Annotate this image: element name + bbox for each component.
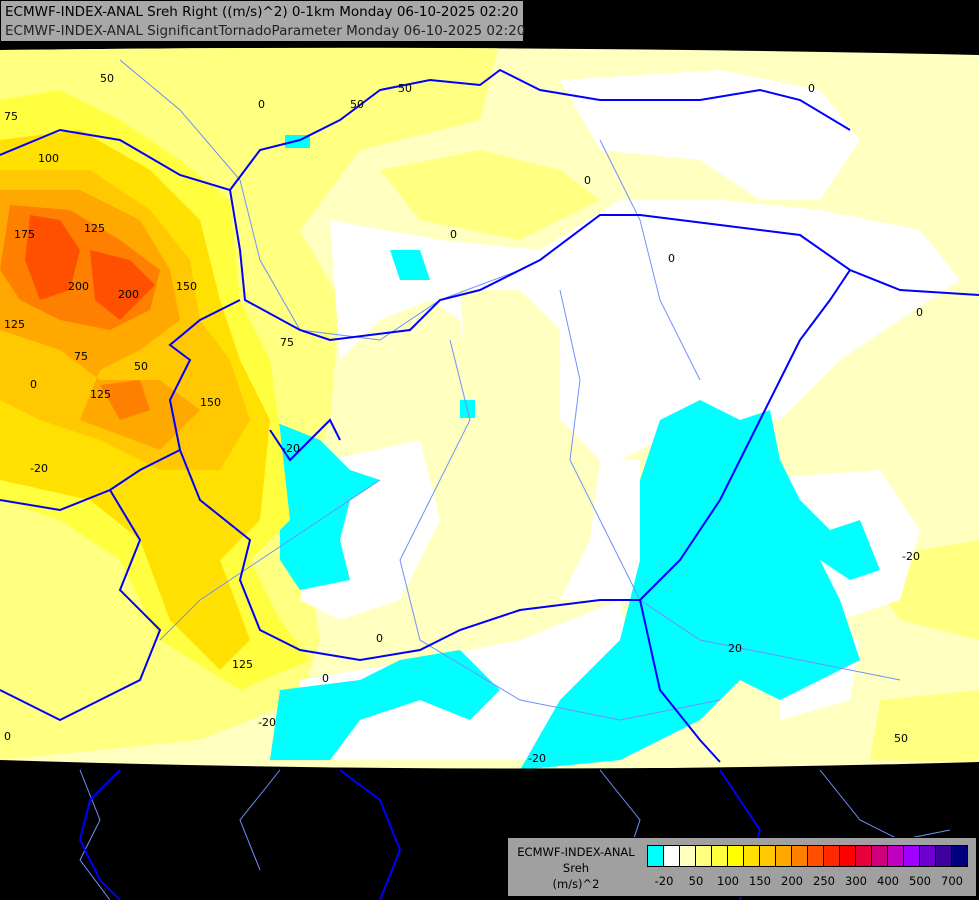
- contour-label: 100: [38, 152, 59, 165]
- legend-tick-label: 400: [877, 874, 899, 888]
- legend-colorbar: [647, 845, 968, 867]
- contour-label: 75: [280, 336, 294, 349]
- contour-label: 200: [118, 288, 139, 301]
- contour-label: 150: [176, 280, 197, 293]
- contour-label: 0: [376, 632, 383, 645]
- color-legend: ECMWF-INDEX-ANAL Sreh (m/s)^2 -20 50 100 15…: [507, 837, 977, 897]
- legend-swatch: [856, 846, 872, 866]
- contour-label: -20: [282, 442, 300, 455]
- contour-labels: 50 50 50 0 75 100 125 175 200 200 150 12…: [4, 72, 923, 765]
- legend-tick-label: -20: [654, 874, 674, 888]
- contour-label: 125: [4, 318, 25, 331]
- legend-swatch: [648, 846, 664, 866]
- legend-swatch: [936, 846, 952, 866]
- legend-variable: Sreh: [562, 861, 590, 875]
- legend-tick-label: 100: [717, 874, 739, 888]
- legend-swatch: [728, 846, 744, 866]
- legend-swatch: [840, 846, 856, 866]
- legend-tick-label: 150: [749, 874, 771, 888]
- contour-label: 0: [808, 82, 815, 95]
- contour-label: 0: [322, 672, 329, 685]
- data-domain: 50 50 50 0 75 100 125 175 200 200 150 12…: [0, 47, 979, 769]
- contour-label: 50: [894, 732, 908, 745]
- contour-label: 50: [350, 98, 364, 111]
- field-fill-20: [440, 290, 600, 600]
- legend-tick-label: 200: [781, 874, 803, 888]
- contour-label: -20: [258, 716, 276, 729]
- contour-label: 20: [728, 642, 742, 655]
- legend-swatch: [712, 846, 728, 866]
- field-fill-neg20: [270, 135, 880, 769]
- title-line-sreh: ECMWF-INDEX-ANAL Sreh Right ((m/s)^2) 0-…: [5, 4, 519, 20]
- legend-swatch: [952, 846, 967, 866]
- contour-label: -20: [902, 550, 920, 563]
- legend-swatch: [920, 846, 936, 866]
- title-line-stp: ECMWF-INDEX-ANAL SignificantTornadoParam…: [5, 23, 526, 39]
- contour-label: 125: [232, 658, 253, 671]
- legend-title: ECMWF-INDEX-ANAL Sreh (m/s)^2: [512, 844, 640, 892]
- contour-label: 50: [100, 72, 114, 85]
- legend-swatch: [696, 846, 712, 866]
- legend-unit: (m/s)^2: [552, 877, 600, 891]
- legend-tick-label: 250: [813, 874, 835, 888]
- field-fill-high: [0, 90, 310, 690]
- legend-swatch: [744, 846, 760, 866]
- contour-label: 0: [668, 252, 675, 265]
- contour-label: 0: [584, 174, 591, 187]
- contour-label: -20: [30, 462, 48, 475]
- legend-swatch: [680, 846, 696, 866]
- contour-label: 175: [14, 228, 35, 241]
- rivers: [119, 59, 901, 721]
- legend-swatch: [872, 846, 888, 866]
- contour-label: 150: [200, 396, 221, 409]
- contour-label: -20: [528, 752, 546, 765]
- country-borders: [0, 68, 979, 763]
- legend-tick-label: 300: [845, 874, 867, 888]
- contour-label: 75: [4, 110, 18, 123]
- legend-tick-label: 700: [941, 874, 963, 888]
- contour-label: 50: [134, 360, 148, 373]
- legend-swatch: [760, 846, 776, 866]
- contour-label: 200: [68, 280, 89, 293]
- legend-model: ECMWF-INDEX-ANAL: [517, 845, 635, 859]
- contour-label: 0: [30, 378, 37, 391]
- legend-tick-label: 50: [688, 874, 704, 888]
- contour-label: 0: [450, 228, 457, 241]
- contour-label: 0: [4, 730, 11, 743]
- contour-label: 50: [398, 82, 412, 95]
- legend-swatch: [808, 846, 824, 866]
- contour-label: 125: [84, 222, 105, 235]
- contour-label: 125: [90, 388, 111, 401]
- legend-tick-label: 500: [909, 874, 931, 888]
- contour-label: 0: [258, 98, 265, 111]
- legend-swatch: [776, 846, 792, 866]
- legend-swatch: [888, 846, 904, 866]
- legend-swatch: [792, 846, 808, 866]
- contour-label: 0: [916, 306, 923, 319]
- legend-swatch: [664, 846, 680, 866]
- contour-label: 75: [74, 350, 88, 363]
- legend-swatch: [904, 846, 920, 866]
- map-title: ECMWF-INDEX-ANAL Sreh Right ((m/s)^2) 0-…: [0, 0, 526, 42]
- legend-swatch: [824, 846, 840, 866]
